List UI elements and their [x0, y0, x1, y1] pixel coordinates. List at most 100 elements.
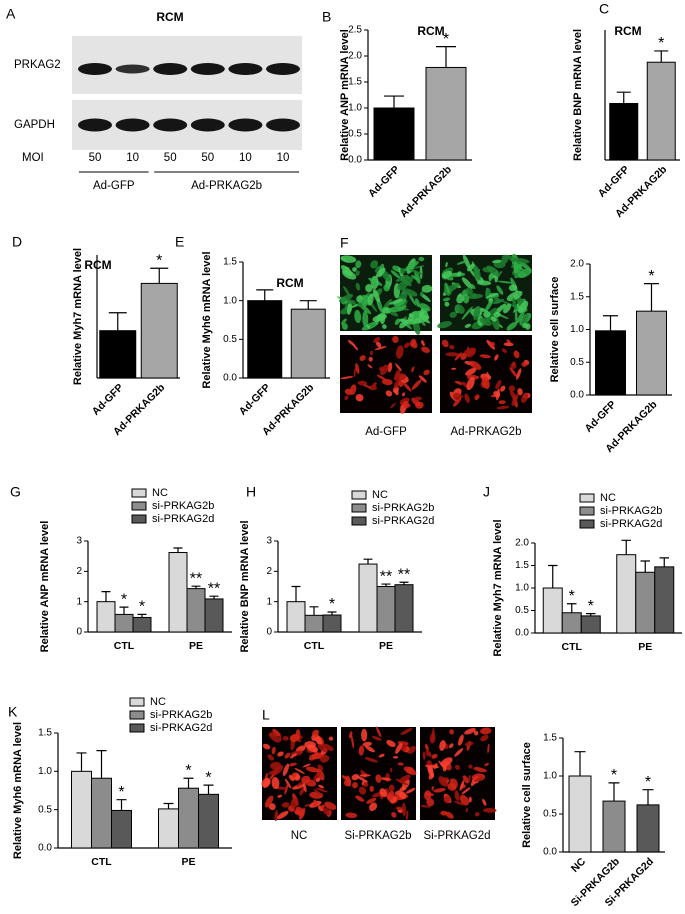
bar	[111, 809, 132, 849]
cell	[277, 794, 283, 798]
x-tick-label: PE	[638, 641, 652, 653]
bar	[376, 586, 396, 633]
cell	[445, 352, 459, 357]
cell	[455, 764, 460, 770]
cell	[340, 255, 357, 263]
cell	[361, 728, 368, 742]
cell	[383, 283, 391, 292]
cell	[425, 750, 432, 757]
bar	[322, 614, 342, 633]
cell	[355, 282, 361, 291]
cell	[366, 324, 371, 329]
panel-letter: C	[599, 1, 609, 17]
group-label: Ad-PRKAG2b	[191, 180, 262, 192]
cell	[455, 304, 465, 314]
cell	[445, 261, 448, 268]
cell	[488, 297, 493, 301]
y-tick-label: 1.5	[515, 560, 529, 571]
cell	[315, 777, 321, 783]
cell	[419, 303, 431, 312]
panel-letter: F	[340, 235, 349, 251]
legend-label: si-PRKAG2d	[152, 513, 214, 525]
cell	[419, 266, 423, 280]
panel-letter: K	[8, 704, 18, 720]
moi-value: 10	[126, 152, 139, 164]
blot-band	[266, 63, 300, 75]
bar	[204, 598, 224, 633]
cell	[522, 322, 529, 329]
cell	[365, 284, 373, 293]
y-tick-label: 1	[266, 596, 272, 607]
significance-label: *	[658, 35, 664, 52]
cell	[400, 728, 413, 735]
cell	[509, 367, 518, 378]
cell	[414, 270, 421, 284]
legend-swatch	[131, 501, 147, 511]
cell	[385, 390, 393, 397]
cell	[433, 763, 438, 769]
cell	[395, 806, 403, 810]
cell	[456, 294, 465, 304]
bar	[358, 563, 378, 633]
cell	[399, 786, 406, 792]
cell	[390, 767, 393, 773]
cell	[352, 344, 359, 351]
cell	[423, 369, 430, 376]
blot-band	[228, 63, 263, 75]
cell	[388, 306, 405, 312]
cell	[461, 787, 471, 795]
error-bar	[183, 777, 194, 789]
cell	[306, 744, 319, 753]
cell	[415, 401, 424, 409]
cell	[387, 362, 393, 373]
y-axis-label: Relative ANP mRNA level	[39, 521, 51, 653]
error-bar	[363, 558, 373, 565]
cell	[408, 292, 417, 306]
cell	[328, 736, 334, 741]
cell	[398, 774, 411, 783]
cell	[424, 743, 429, 751]
cell	[361, 295, 370, 307]
cell	[481, 376, 490, 390]
cell	[368, 356, 373, 362]
cell	[399, 268, 406, 274]
bar	[609, 102, 639, 161]
significance-label: *	[205, 769, 211, 786]
cell	[264, 795, 274, 808]
cell	[357, 380, 368, 386]
legend-swatch	[579, 519, 595, 529]
blot-row-label: GAPDH	[14, 119, 55, 131]
cell	[503, 342, 514, 347]
cell	[464, 323, 472, 328]
cell	[361, 321, 379, 331]
cell	[439, 740, 446, 751]
cell	[393, 373, 407, 382]
y-tick-label: 2.0	[348, 51, 362, 62]
cell	[375, 774, 382, 783]
y-tick-label: 2	[76, 566, 82, 577]
cell	[363, 782, 369, 787]
cell	[402, 288, 418, 297]
cell	[405, 787, 416, 794]
image-label: Ad-PRKAG2b	[451, 426, 522, 438]
significance-label: *	[185, 762, 191, 779]
legend-swatch	[351, 503, 367, 513]
cell	[464, 728, 476, 735]
bar	[304, 614, 324, 633]
cell	[388, 298, 404, 305]
cell	[295, 806, 305, 817]
cell	[351, 735, 355, 749]
error-bar	[654, 50, 669, 63]
error-bar	[381, 583, 391, 587]
y-tick-label: 1	[76, 596, 82, 607]
cell	[341, 318, 347, 325]
cell	[496, 285, 504, 295]
cell	[458, 734, 464, 746]
bar	[636, 310, 667, 396]
cell	[442, 297, 451, 302]
cell	[409, 268, 423, 275]
y-tick-label: 1.5	[543, 733, 557, 744]
bar	[568, 775, 592, 853]
cell	[431, 753, 438, 759]
